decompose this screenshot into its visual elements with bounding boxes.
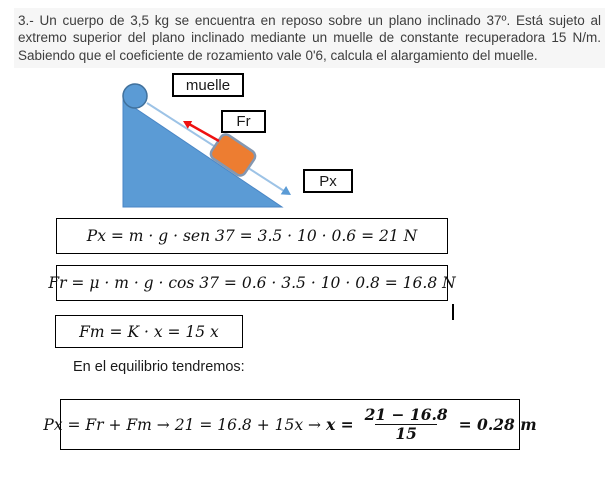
label-px-text: Px <box>319 172 337 190</box>
friction-arrow-line <box>188 122 220 143</box>
spring-anchor-circle <box>122 83 148 109</box>
px-arrowhead-icon <box>280 186 291 195</box>
final-eq-x-equals: x = <box>325 415 354 434</box>
formula-box-final: Px = Fr + Fm → 21 = 16.8 + 15x → x = 21 … <box>43 399 537 450</box>
label-muelle: muelle <box>172 73 244 97</box>
formula-box-fr: Fr = μ · m · g · cos 37 = 0.6 · 3.5 · 10… <box>48 265 456 301</box>
formula-px: Px = m · g · sen 37 = 3.5 · 10 · 0.6 = 2… <box>86 227 418 245</box>
problem-statement: 3.- Un cuerpo de 3,5 kg se encuentra en … <box>14 8 605 68</box>
friction-arrowhead-icon <box>183 121 193 129</box>
final-eq-fraction: 21 − 16.8 15 <box>359 406 454 443</box>
final-eq-result: = 0.28 m <box>458 415 537 434</box>
label-px: Px <box>303 169 353 193</box>
formula-box-px: Px = m · g · sen 37 = 3.5 · 10 · 0.6 = 2… <box>56 218 448 254</box>
final-eq-lead: Px = Fr + Fm → 21 = 16.8 + 15x → <box>43 415 326 434</box>
equilibrium-note: En el equilibrio tendremos: <box>73 359 245 375</box>
block-on-incline <box>209 133 257 177</box>
formula-fr: Fr = μ · m · g · cos 37 = 0.6 · 3.5 · 10… <box>48 274 456 292</box>
text-cursor <box>452 304 454 320</box>
label-fr-text: Fr <box>236 113 251 130</box>
label-muelle-text: muelle <box>185 76 231 94</box>
inclined-plane-triangle <box>122 99 284 208</box>
fraction-numerator: 21 − 16.8 <box>364 405 448 425</box>
formula-box-fm: Fm = K · x = 15 x <box>55 315 243 348</box>
label-fr: Fr <box>221 110 266 133</box>
fraction-denominator: 15 <box>375 424 437 443</box>
formula-fm: Fm = K · x = 15 x <box>79 322 219 341</box>
inclined-plane-diagram <box>122 83 291 208</box>
